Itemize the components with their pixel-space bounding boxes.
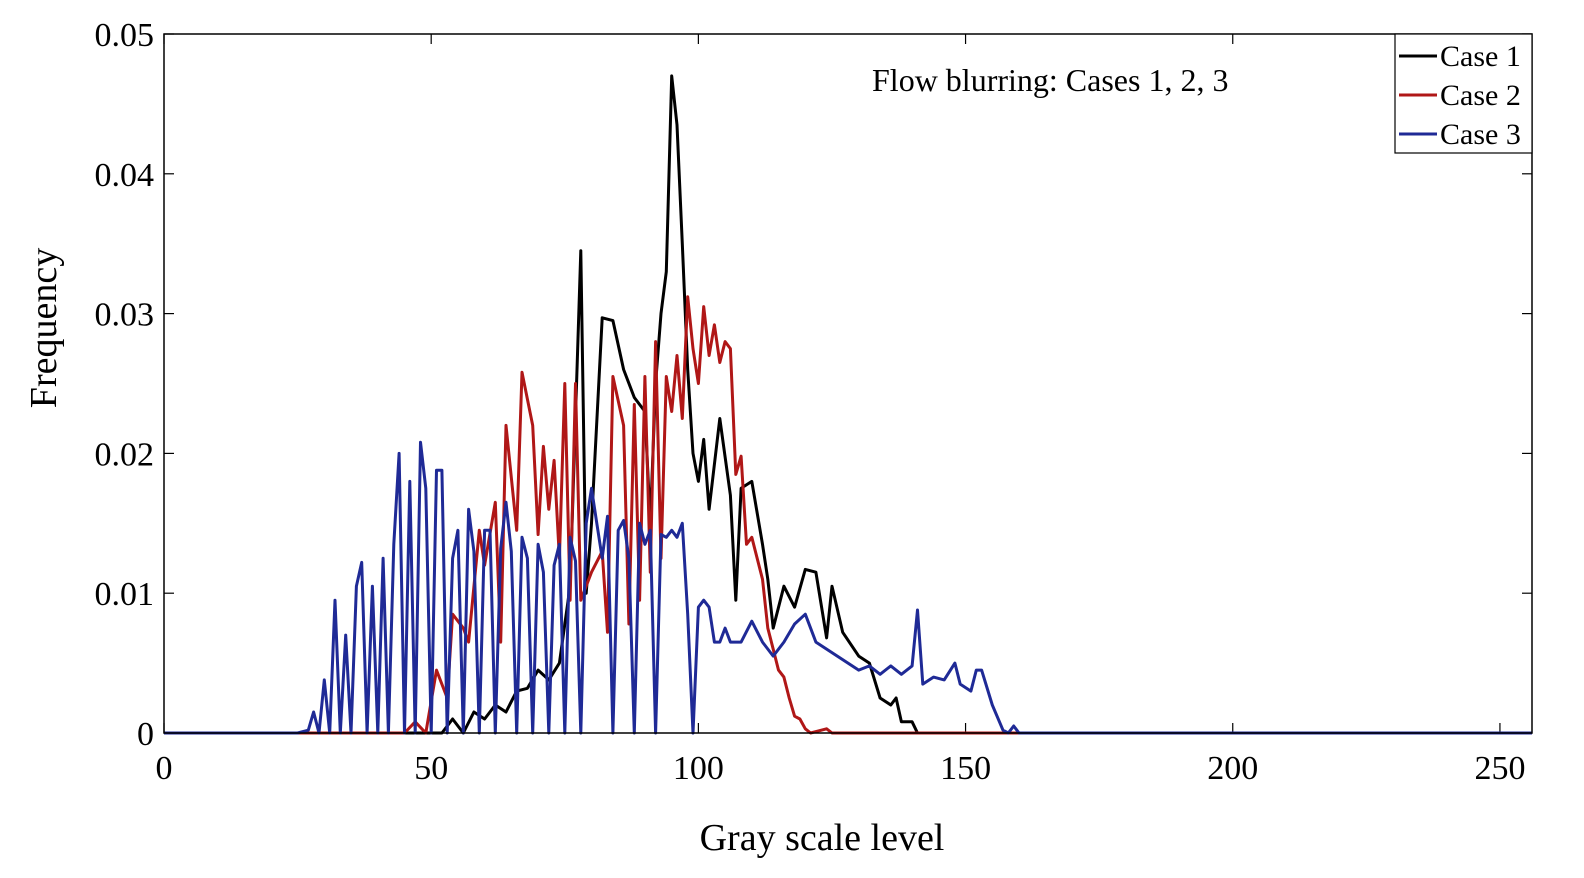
legend-label-case-3: Case 3	[1440, 118, 1521, 151]
x-tick-label: 150	[940, 750, 991, 787]
x-axis-title: Gray scale level	[700, 817, 945, 859]
y-tick-label: 0.03	[95, 297, 155, 334]
series-line-case-1	[164, 74, 1532, 735]
x-tick-labels: 0 50 100 150 200 250	[156, 750, 1526, 787]
y-tick-label: 0	[137, 716, 154, 753]
x-tick-label: 100	[673, 750, 724, 787]
x-tick-label: 50	[414, 750, 448, 787]
chart-annotation: Flow blurring: Cases 1, 2, 3	[872, 62, 1228, 98]
x-tick-label: 0	[156, 750, 173, 787]
y-tick-label: 0.04	[95, 157, 155, 194]
series-layer	[164, 74, 1532, 735]
plot-frame	[163, 33, 1533, 734]
y-tick-label: 0.01	[95, 576, 155, 613]
legend: Case 1 Case 2 Case 3	[1394, 33, 1533, 154]
y-tick-labels: 0 0.01 0.02 0.03 0.04 0.05	[95, 17, 155, 753]
x-tick-label: 200	[1207, 750, 1258, 787]
y-axis-title: Frequency	[23, 248, 65, 408]
y-tick-label: 0.05	[95, 17, 155, 54]
legend-label-case-2: Case 2	[1440, 79, 1521, 112]
series-line-case-2	[164, 295, 1532, 735]
series-line-case-3	[164, 440, 1532, 735]
y-tick-label: 0.02	[95, 436, 155, 473]
x-tick-label: 250	[1474, 750, 1525, 787]
legend-label-case-1: Case 1	[1440, 40, 1521, 73]
